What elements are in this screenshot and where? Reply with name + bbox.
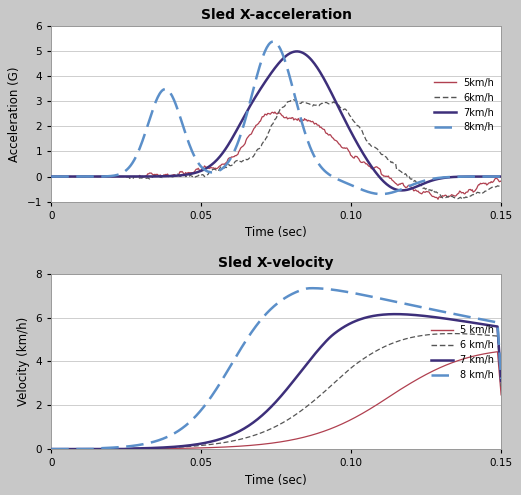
X-axis label: Time (sec): Time (sec) [245, 226, 307, 239]
X-axis label: Time (sec): Time (sec) [245, 474, 307, 487]
Title: Sled X-acceleration: Sled X-acceleration [201, 8, 352, 22]
Title: Sled X-velocity: Sled X-velocity [218, 256, 334, 270]
Y-axis label: Acceleration (G): Acceleration (G) [8, 66, 21, 162]
Y-axis label: Velocity (km/h): Velocity (km/h) [17, 317, 30, 406]
Legend: 5km/h, 6km/h, 7km/h, 8km/h: 5km/h, 6km/h, 7km/h, 8km/h [432, 76, 496, 135]
Legend: 5 km/h, 6 km/h, 7 km/h, 8 km/h: 5 km/h, 6 km/h, 7 km/h, 8 km/h [429, 323, 496, 382]
